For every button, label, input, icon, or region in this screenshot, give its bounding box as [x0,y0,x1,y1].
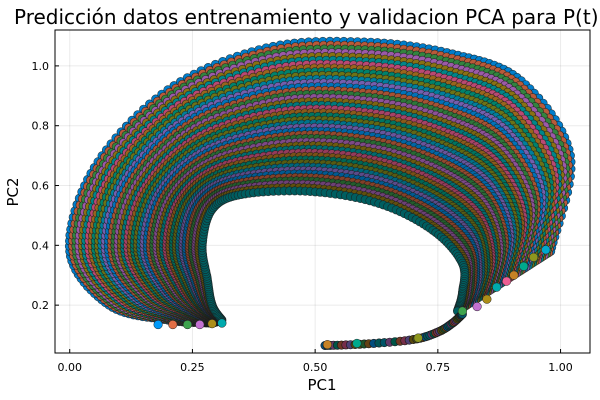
chart-title: Predicción datos entrenamiento y validac… [14,5,599,29]
data-points [64,36,576,350]
